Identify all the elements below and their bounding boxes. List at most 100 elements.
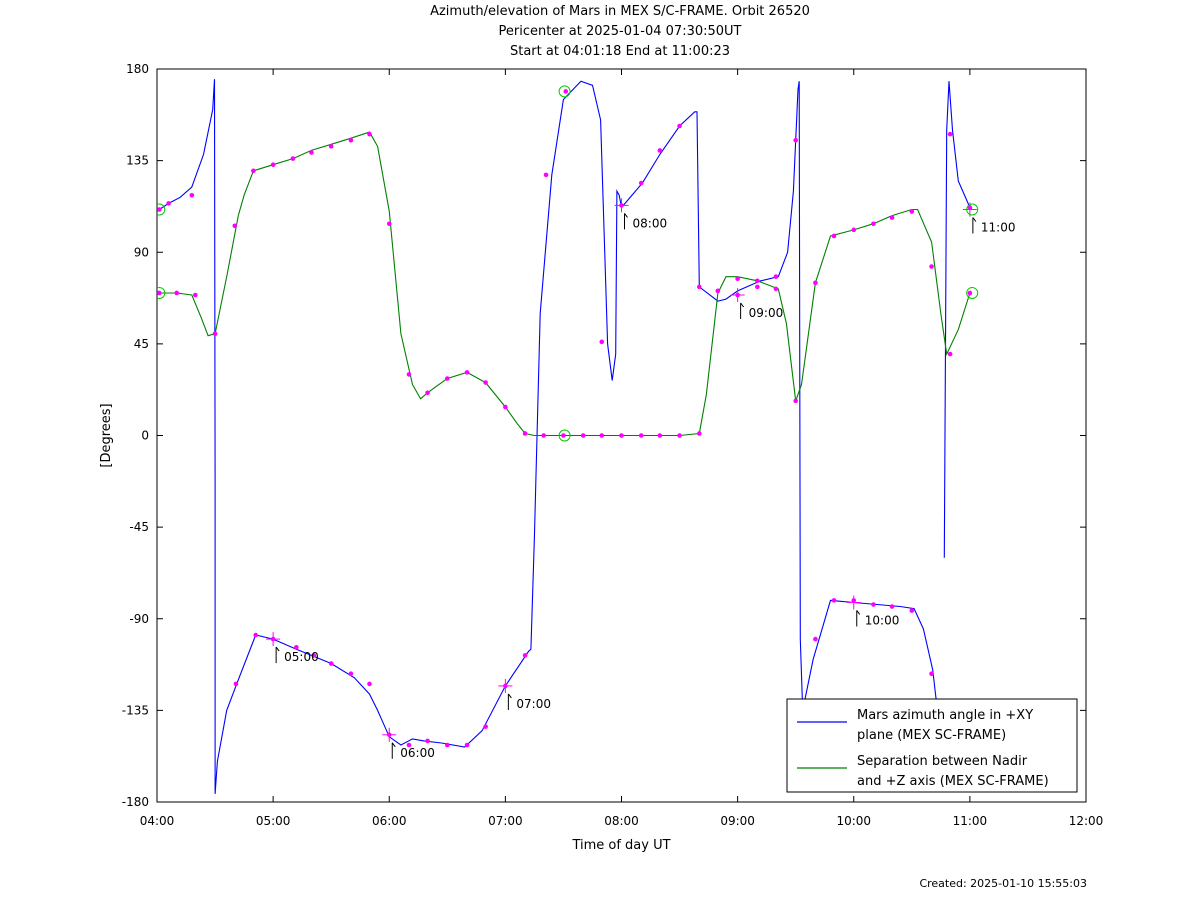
series-2-marker bbox=[328, 144, 334, 149]
legend-label-series-2: and +Z axis (MEX SC-FRAME) bbox=[857, 774, 1049, 789]
series-1-line bbox=[158, 79, 938, 794]
series-1-line bbox=[943, 81, 973, 558]
data-group bbox=[158, 79, 973, 794]
y-axis-label: [Degrees] bbox=[99, 403, 114, 467]
legend: Mars azimuth angle in +XY plane (MEX SC-F… bbox=[786, 698, 1078, 793]
chart-title-line-3: Start at 04:01:18 End at 11:00:23 bbox=[509, 44, 731, 59]
end-marker bbox=[966, 203, 979, 216]
series-2-marker bbox=[522, 431, 528, 436]
x-tick-label: 09:00 bbox=[720, 814, 755, 828]
series-2-marker bbox=[580, 433, 586, 438]
start-marker bbox=[157, 203, 166, 216]
x-tick-label: 12:00 bbox=[1069, 814, 1104, 828]
series-1-marker bbox=[599, 339, 605, 345]
series-1-marker bbox=[425, 738, 430, 744]
series-2-marker bbox=[947, 351, 953, 357]
series-2-marker bbox=[212, 331, 218, 336]
y-tick-label: 135 bbox=[126, 154, 149, 168]
y-tick-label: -135 bbox=[122, 703, 149, 717]
series-2-marker bbox=[697, 431, 702, 436]
axes-group: 04:00 05:00 06:00 07:00 08:00 09:00 10:00 11:00… bbox=[99, 62, 1103, 853]
hour-label-pointer-head bbox=[507, 693, 512, 699]
y-tick-label: 90 bbox=[134, 245, 149, 259]
hour-label: 05:00 bbox=[284, 650, 319, 664]
series-1-marker bbox=[294, 644, 299, 650]
series-1-marker bbox=[697, 284, 702, 290]
series-2-marker bbox=[464, 370, 470, 375]
chart-title-line-2: Pericenter at 2025-01-04 07:30:50UT bbox=[498, 24, 742, 39]
series-2-marker bbox=[406, 372, 412, 377]
series-1-marker bbox=[813, 636, 818, 642]
created-timestamp: Created: 2025-01-10 15:55:03 bbox=[919, 877, 1087, 890]
series-1-marker bbox=[563, 89, 569, 94]
x-tick-label: 10:00 bbox=[836, 814, 871, 828]
series-1-marker bbox=[166, 201, 171, 206]
start-marker bbox=[157, 286, 166, 299]
series-2-marker bbox=[367, 131, 372, 137]
series-1-marker bbox=[328, 661, 334, 666]
x-tick-label: 06:00 bbox=[372, 814, 407, 828]
series-2-marker bbox=[657, 433, 663, 438]
hour-label: 08:00 bbox=[633, 216, 668, 230]
series-2-marker bbox=[270, 162, 276, 167]
series-2-marker bbox=[773, 286, 779, 292]
series-2-marker bbox=[871, 221, 876, 227]
hour-label: 07:00 bbox=[516, 697, 551, 711]
series-1-marker bbox=[311, 653, 317, 658]
series-1-marker bbox=[793, 137, 798, 143]
series-1-marker bbox=[677, 123, 682, 129]
x-axis-label: Time of day UT bbox=[571, 838, 670, 853]
pericenter-marker bbox=[558, 429, 571, 442]
series-2-marker bbox=[386, 221, 392, 227]
series-1-marker bbox=[929, 671, 934, 677]
series-2-line bbox=[159, 131, 973, 437]
series-2-marker bbox=[677, 433, 682, 438]
series-2-marker bbox=[174, 290, 180, 296]
y-tick-label: -45 bbox=[129, 520, 149, 534]
hour-label: 10:00 bbox=[865, 613, 900, 627]
series-1-marker bbox=[889, 604, 895, 609]
series-1-marker bbox=[348, 671, 354, 677]
series-2-marker bbox=[638, 433, 644, 438]
legend-label-series-1: Mars azimuth angle in +XY bbox=[857, 708, 1033, 723]
legend-label-series-2: Separation between Nadir bbox=[857, 754, 1028, 769]
series-2-marker bbox=[793, 398, 798, 404]
series-1-marker bbox=[831, 598, 837, 603]
series-2-marker bbox=[251, 168, 256, 174]
series-1-marker bbox=[657, 148, 663, 153]
series-1-marker bbox=[543, 172, 549, 178]
end-marker bbox=[966, 286, 979, 299]
series-2-marker bbox=[483, 380, 488, 385]
series-1-marker bbox=[483, 724, 488, 729]
series-2-marker bbox=[619, 433, 624, 438]
pericenter-marker bbox=[558, 85, 571, 98]
series-1-marker bbox=[522, 653, 528, 658]
series-1-marker bbox=[947, 131, 953, 137]
x-tick-label: 07:00 bbox=[488, 814, 523, 828]
series-1-marker bbox=[909, 608, 915, 613]
x-tick-label: 08:00 bbox=[604, 814, 639, 828]
series-2-marker bbox=[290, 156, 296, 161]
hour-label-pointer-head bbox=[391, 742, 396, 748]
x-tick-label: 05:00 bbox=[256, 814, 291, 828]
series-1-marker bbox=[464, 742, 470, 748]
series-2-marker bbox=[929, 264, 934, 269]
series-2-marker bbox=[348, 137, 354, 143]
markers-group bbox=[157, 85, 979, 748]
series-2-marker bbox=[909, 209, 915, 214]
series-2-marker bbox=[309, 150, 314, 155]
series-1-marker bbox=[773, 274, 779, 279]
series-2-marker bbox=[889, 215, 895, 220]
y-tick-label: 45 bbox=[134, 337, 149, 351]
series-2-marker bbox=[813, 280, 818, 286]
y-tick-label: -180 bbox=[122, 795, 149, 809]
series-2-marker bbox=[715, 288, 721, 294]
series-2-marker bbox=[157, 290, 162, 296]
chart-title-line-1: Azimuth/elevation of Mars in MEX S/C-FRA… bbox=[430, 4, 810, 19]
series-2-marker bbox=[503, 404, 508, 410]
series-2-marker bbox=[445, 376, 450, 381]
hour-label: 11:00 bbox=[981, 220, 1016, 234]
hour-label: 06:00 bbox=[400, 746, 435, 760]
series-2-marker bbox=[232, 223, 238, 229]
y-tick-label: -90 bbox=[129, 612, 149, 626]
